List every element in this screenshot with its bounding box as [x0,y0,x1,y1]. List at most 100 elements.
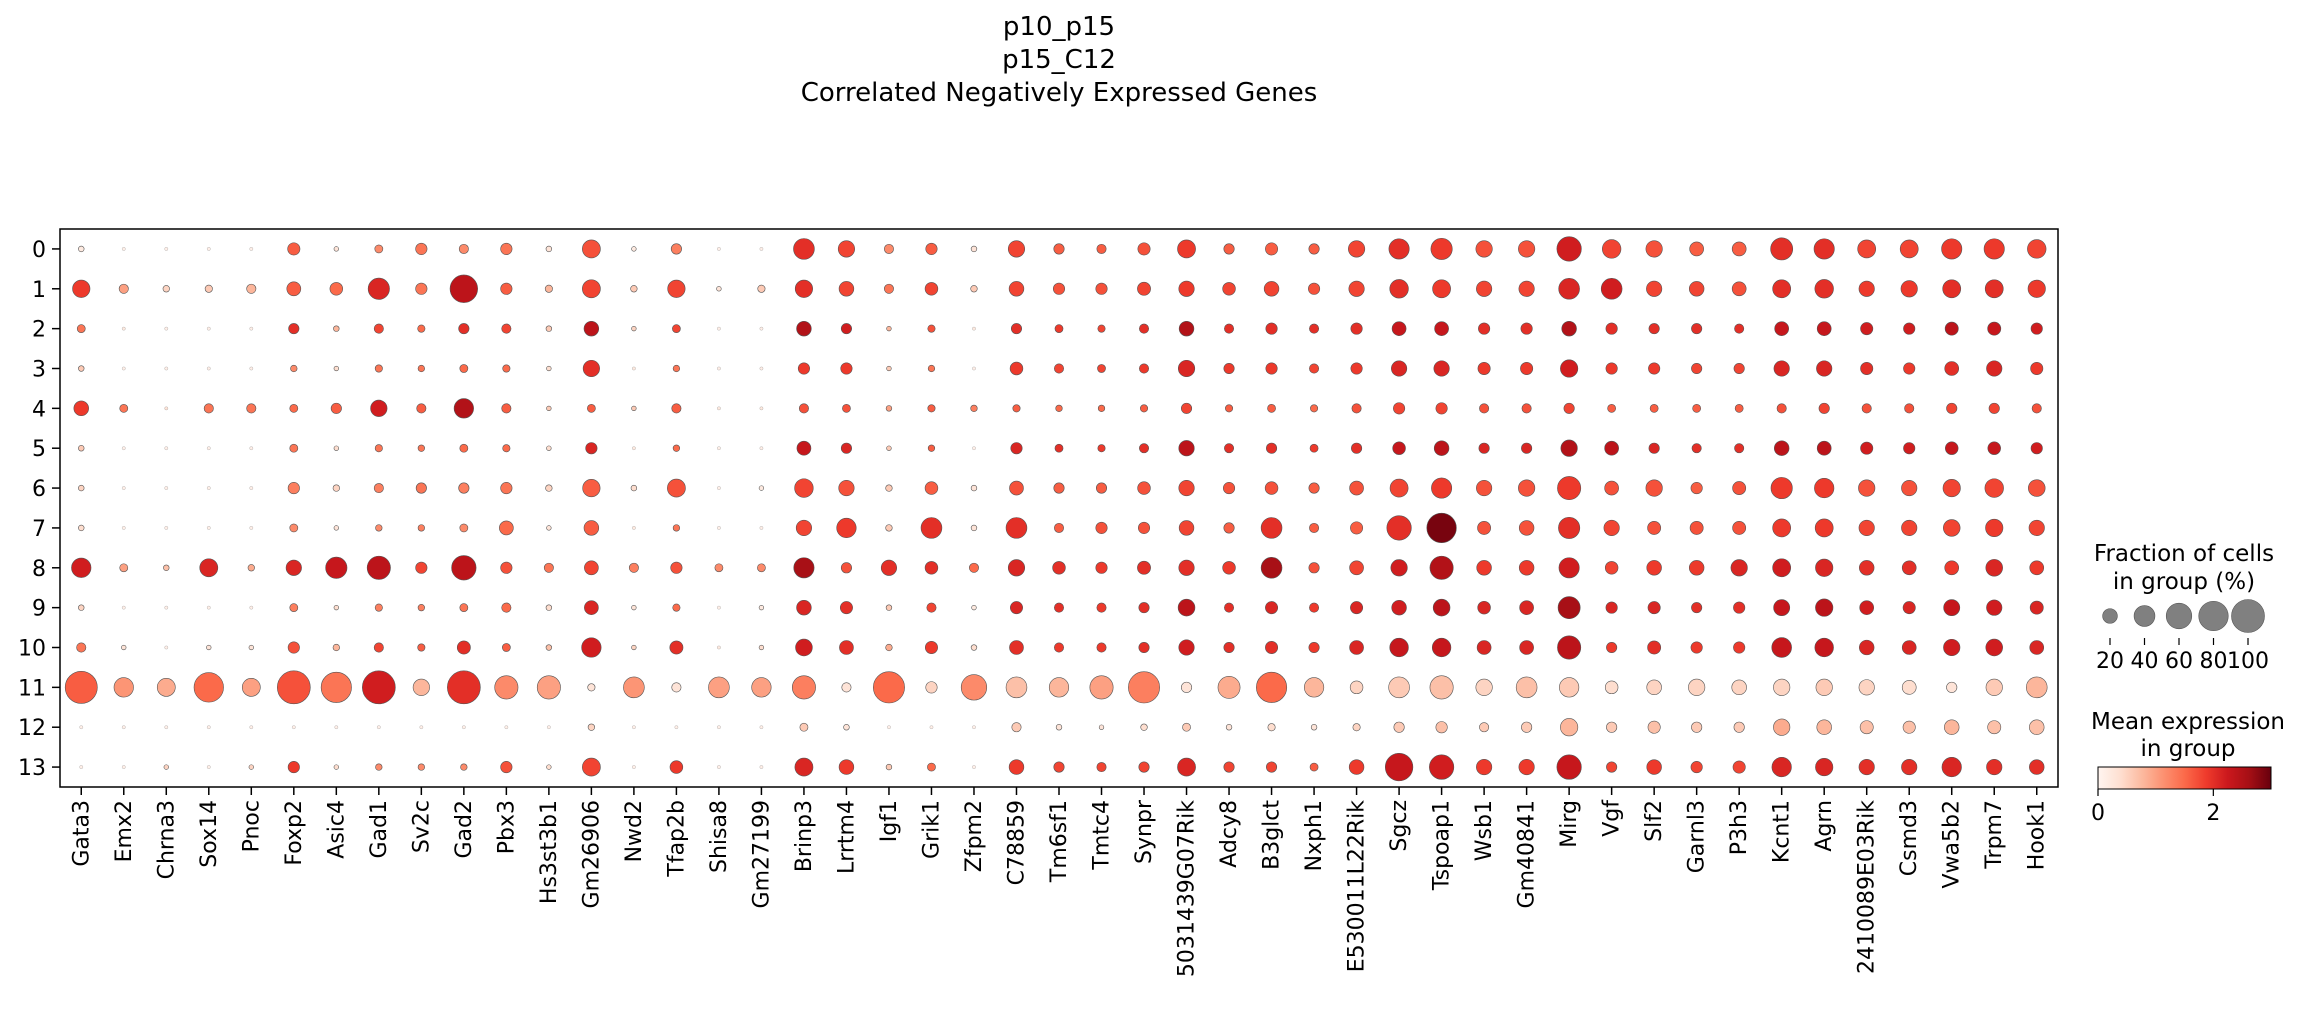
dot [544,284,553,293]
dot [1604,680,1619,695]
dot [193,672,224,703]
dot [1009,361,1024,376]
x-tick-label: Tm6sf1 [1047,800,1072,883]
dot [207,526,211,530]
dot [632,526,636,530]
dot [1431,477,1453,499]
x-tick-label: Emx2 [112,800,137,862]
dot [1181,402,1193,414]
dot [794,279,813,298]
dot [334,725,339,729]
dot [1901,560,1917,576]
dot [1814,518,1834,538]
dot [415,282,428,295]
y-tick-label: 11 [18,676,46,701]
dot [1557,596,1581,620]
dot [122,605,126,610]
dot [287,242,301,256]
dot [1605,322,1618,335]
dot [924,641,938,654]
dot [248,644,254,651]
dot [714,563,724,573]
dot [367,277,390,300]
dot [1054,642,1064,653]
dot [1097,324,1106,333]
x-tick-label: B3glct [1260,800,1285,870]
dot [1433,440,1450,456]
dot [1430,237,1453,260]
dot [249,605,254,610]
dot [632,366,636,371]
dot [1478,322,1491,335]
dot [1140,404,1149,413]
dot [885,643,893,652]
dot [78,245,85,253]
dot [417,364,425,373]
dot [249,486,254,490]
dot [164,605,169,610]
dot [247,564,255,572]
dot [1054,443,1064,453]
x-tick-label: Agrn [1812,800,1837,852]
dot [333,325,340,332]
x-tick-label: Shisa8 [707,800,732,873]
y-tick-label: 3 [32,358,46,383]
dot [582,479,601,498]
dot [632,765,636,769]
dot [1691,721,1703,733]
title-line-3: Correlated Negatively Expressed Genes [801,78,1318,108]
dot [1097,404,1106,412]
dot [631,326,637,332]
dot [547,725,551,729]
dot [287,761,300,774]
dot [459,443,469,453]
dot [1348,240,1366,258]
dot [667,478,686,498]
dot [2026,676,2048,699]
dot [1984,279,2004,299]
dot [585,442,598,455]
dot [1476,560,1492,576]
dot [972,366,976,371]
dot [377,725,381,729]
dot [1137,560,1151,575]
x-tick-label: Gad1 [367,800,392,859]
dot [708,676,730,699]
dot [1518,280,1535,297]
dot [1139,443,1149,454]
x-tick-label: Tspoap1 [1430,800,1455,891]
dot [1605,362,1618,375]
dot [1476,280,1493,297]
dot [1902,720,1916,734]
dot [1349,640,1364,655]
dot [1011,722,1022,733]
dot [1310,404,1319,413]
dot [1095,521,1108,534]
size-legend-dot [2165,602,2193,630]
dot [970,245,978,253]
dot [1858,280,1875,297]
dot [717,526,721,530]
dot [417,444,425,452]
dot [78,484,85,492]
dot [500,761,513,774]
dot [717,446,721,450]
dot [458,482,470,494]
dot [1477,600,1491,615]
dot [1774,321,1789,336]
x-tick-label: Synpr [1132,799,1157,864]
dot [927,444,936,452]
dot [1096,642,1107,653]
dot [1556,236,1582,262]
dot [839,640,854,655]
dot [370,399,388,417]
dot [502,364,511,373]
dot [1476,640,1492,655]
dot [118,283,129,294]
dot [717,247,721,251]
dot [1477,362,1491,375]
dot [1816,321,1832,336]
dot [1350,601,1364,615]
dot [1010,323,1023,335]
